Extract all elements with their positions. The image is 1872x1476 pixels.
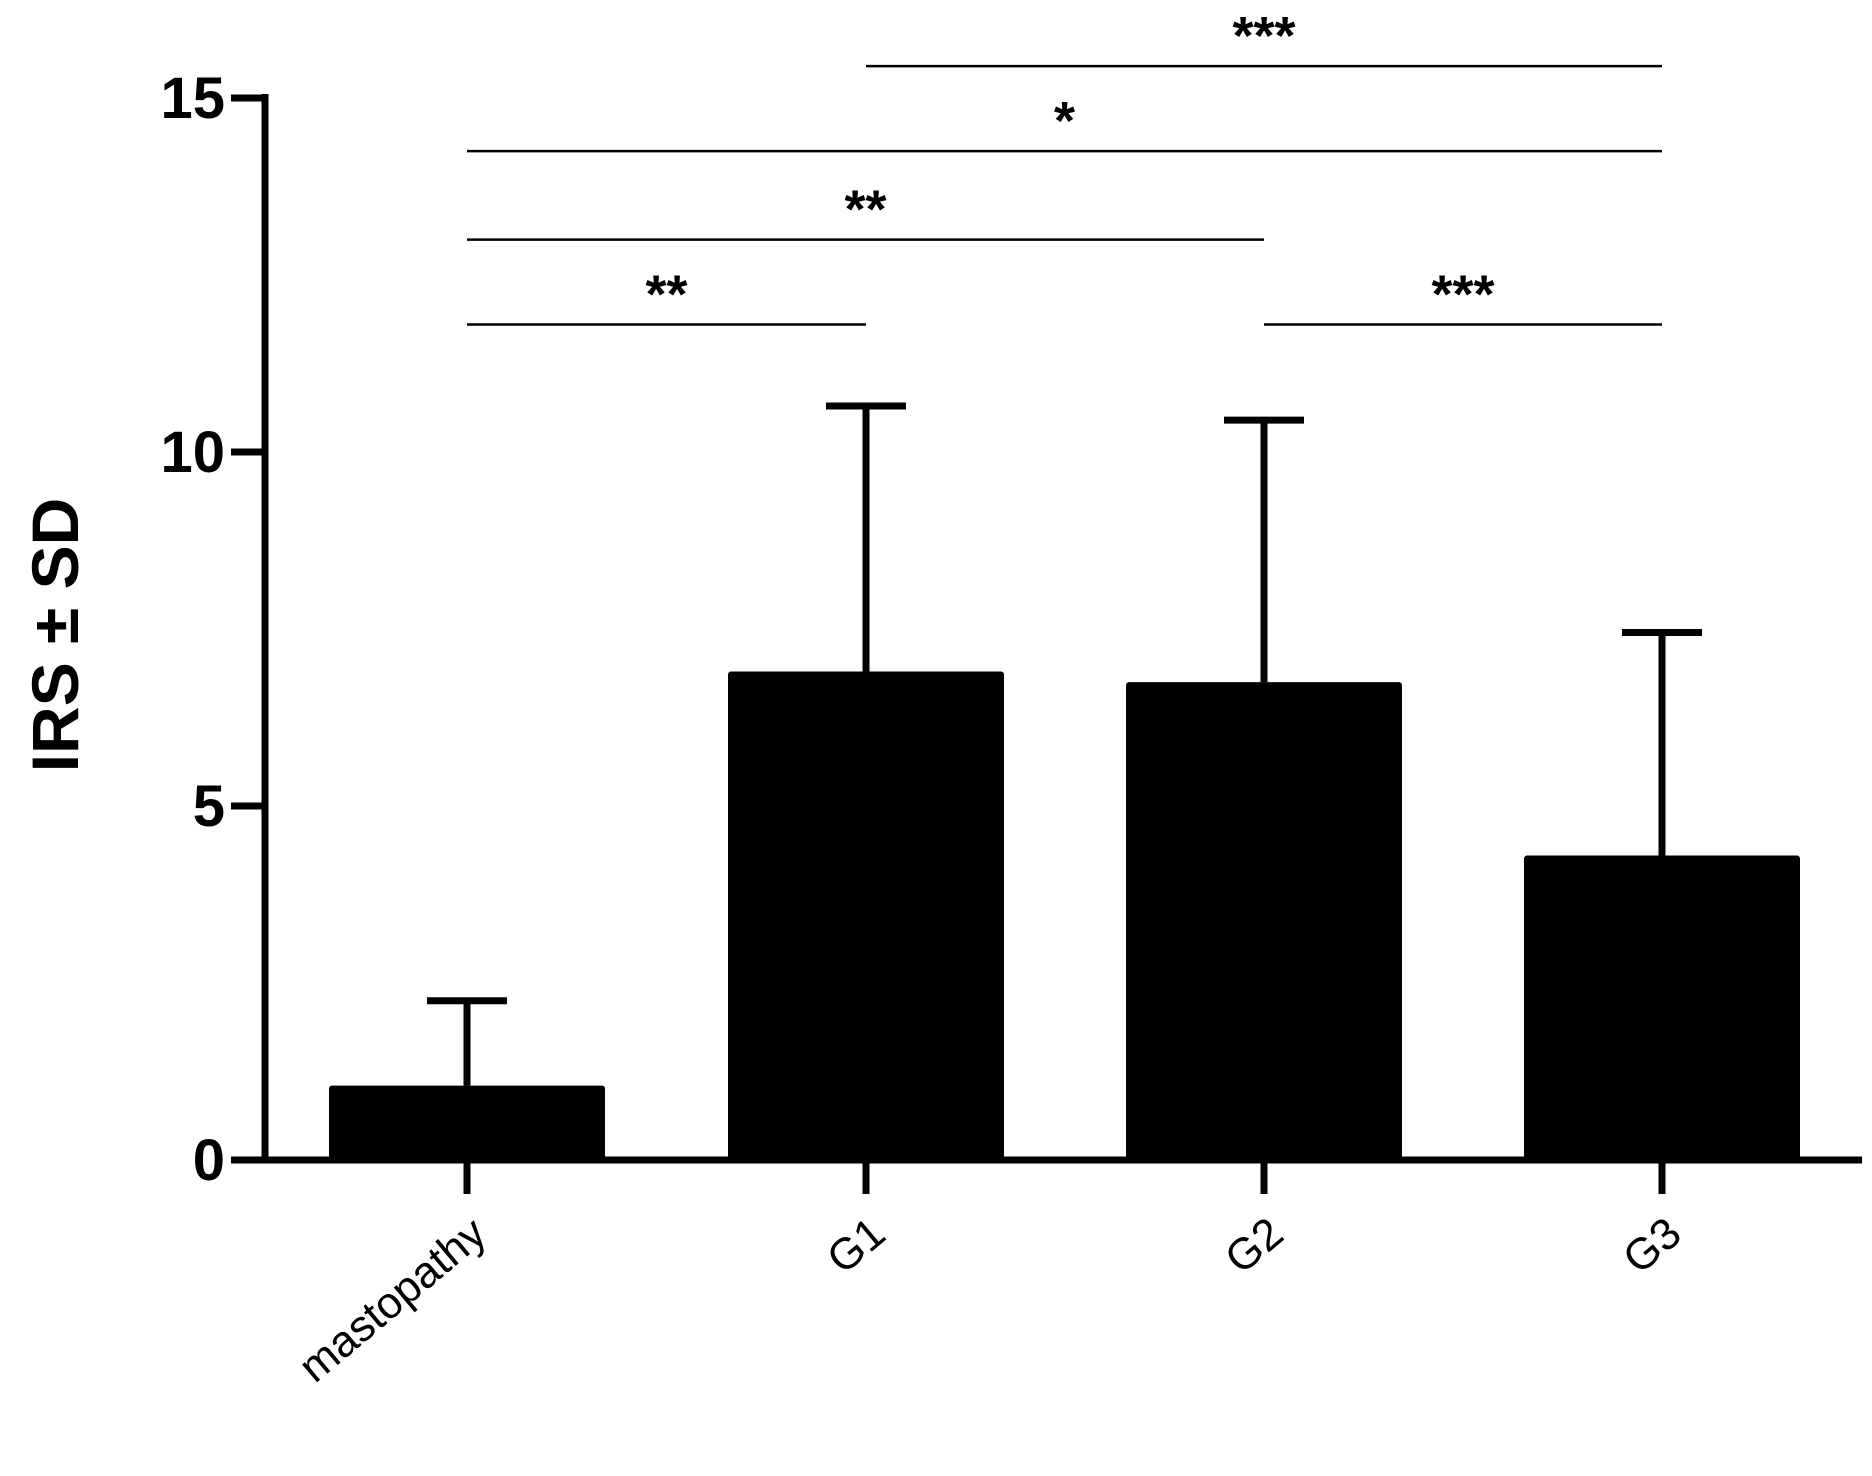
y-tick-label-0: 0 — [193, 1128, 225, 1193]
x-tick-label-G3: G3 — [1614, 1208, 1690, 1283]
bar-G2 — [1126, 682, 1402, 1160]
bar-mastopathy — [329, 1085, 605, 1160]
y-tick-label-10: 10 — [160, 420, 225, 485]
bar-G1 — [728, 671, 1004, 1160]
significance-label-4: *** — [1232, 6, 1295, 66]
x-tick-label-G2: G2 — [1216, 1208, 1292, 1283]
x-tick-label-G1: G1 — [818, 1208, 894, 1283]
x-tick-label-mastopathy: mastopathy — [290, 1208, 496, 1392]
bar-G3 — [1524, 855, 1800, 1160]
y-tick-label-5: 5 — [193, 774, 225, 839]
y-tick-label-15: 15 — [160, 66, 225, 131]
significance-label-1: ** — [645, 265, 687, 325]
significance-label-5: *** — [1431, 265, 1494, 325]
y-axis-label: IRS ± SD — [18, 498, 92, 773]
significance-label-3: * — [1054, 91, 1075, 151]
significance-label-2: ** — [844, 180, 886, 240]
